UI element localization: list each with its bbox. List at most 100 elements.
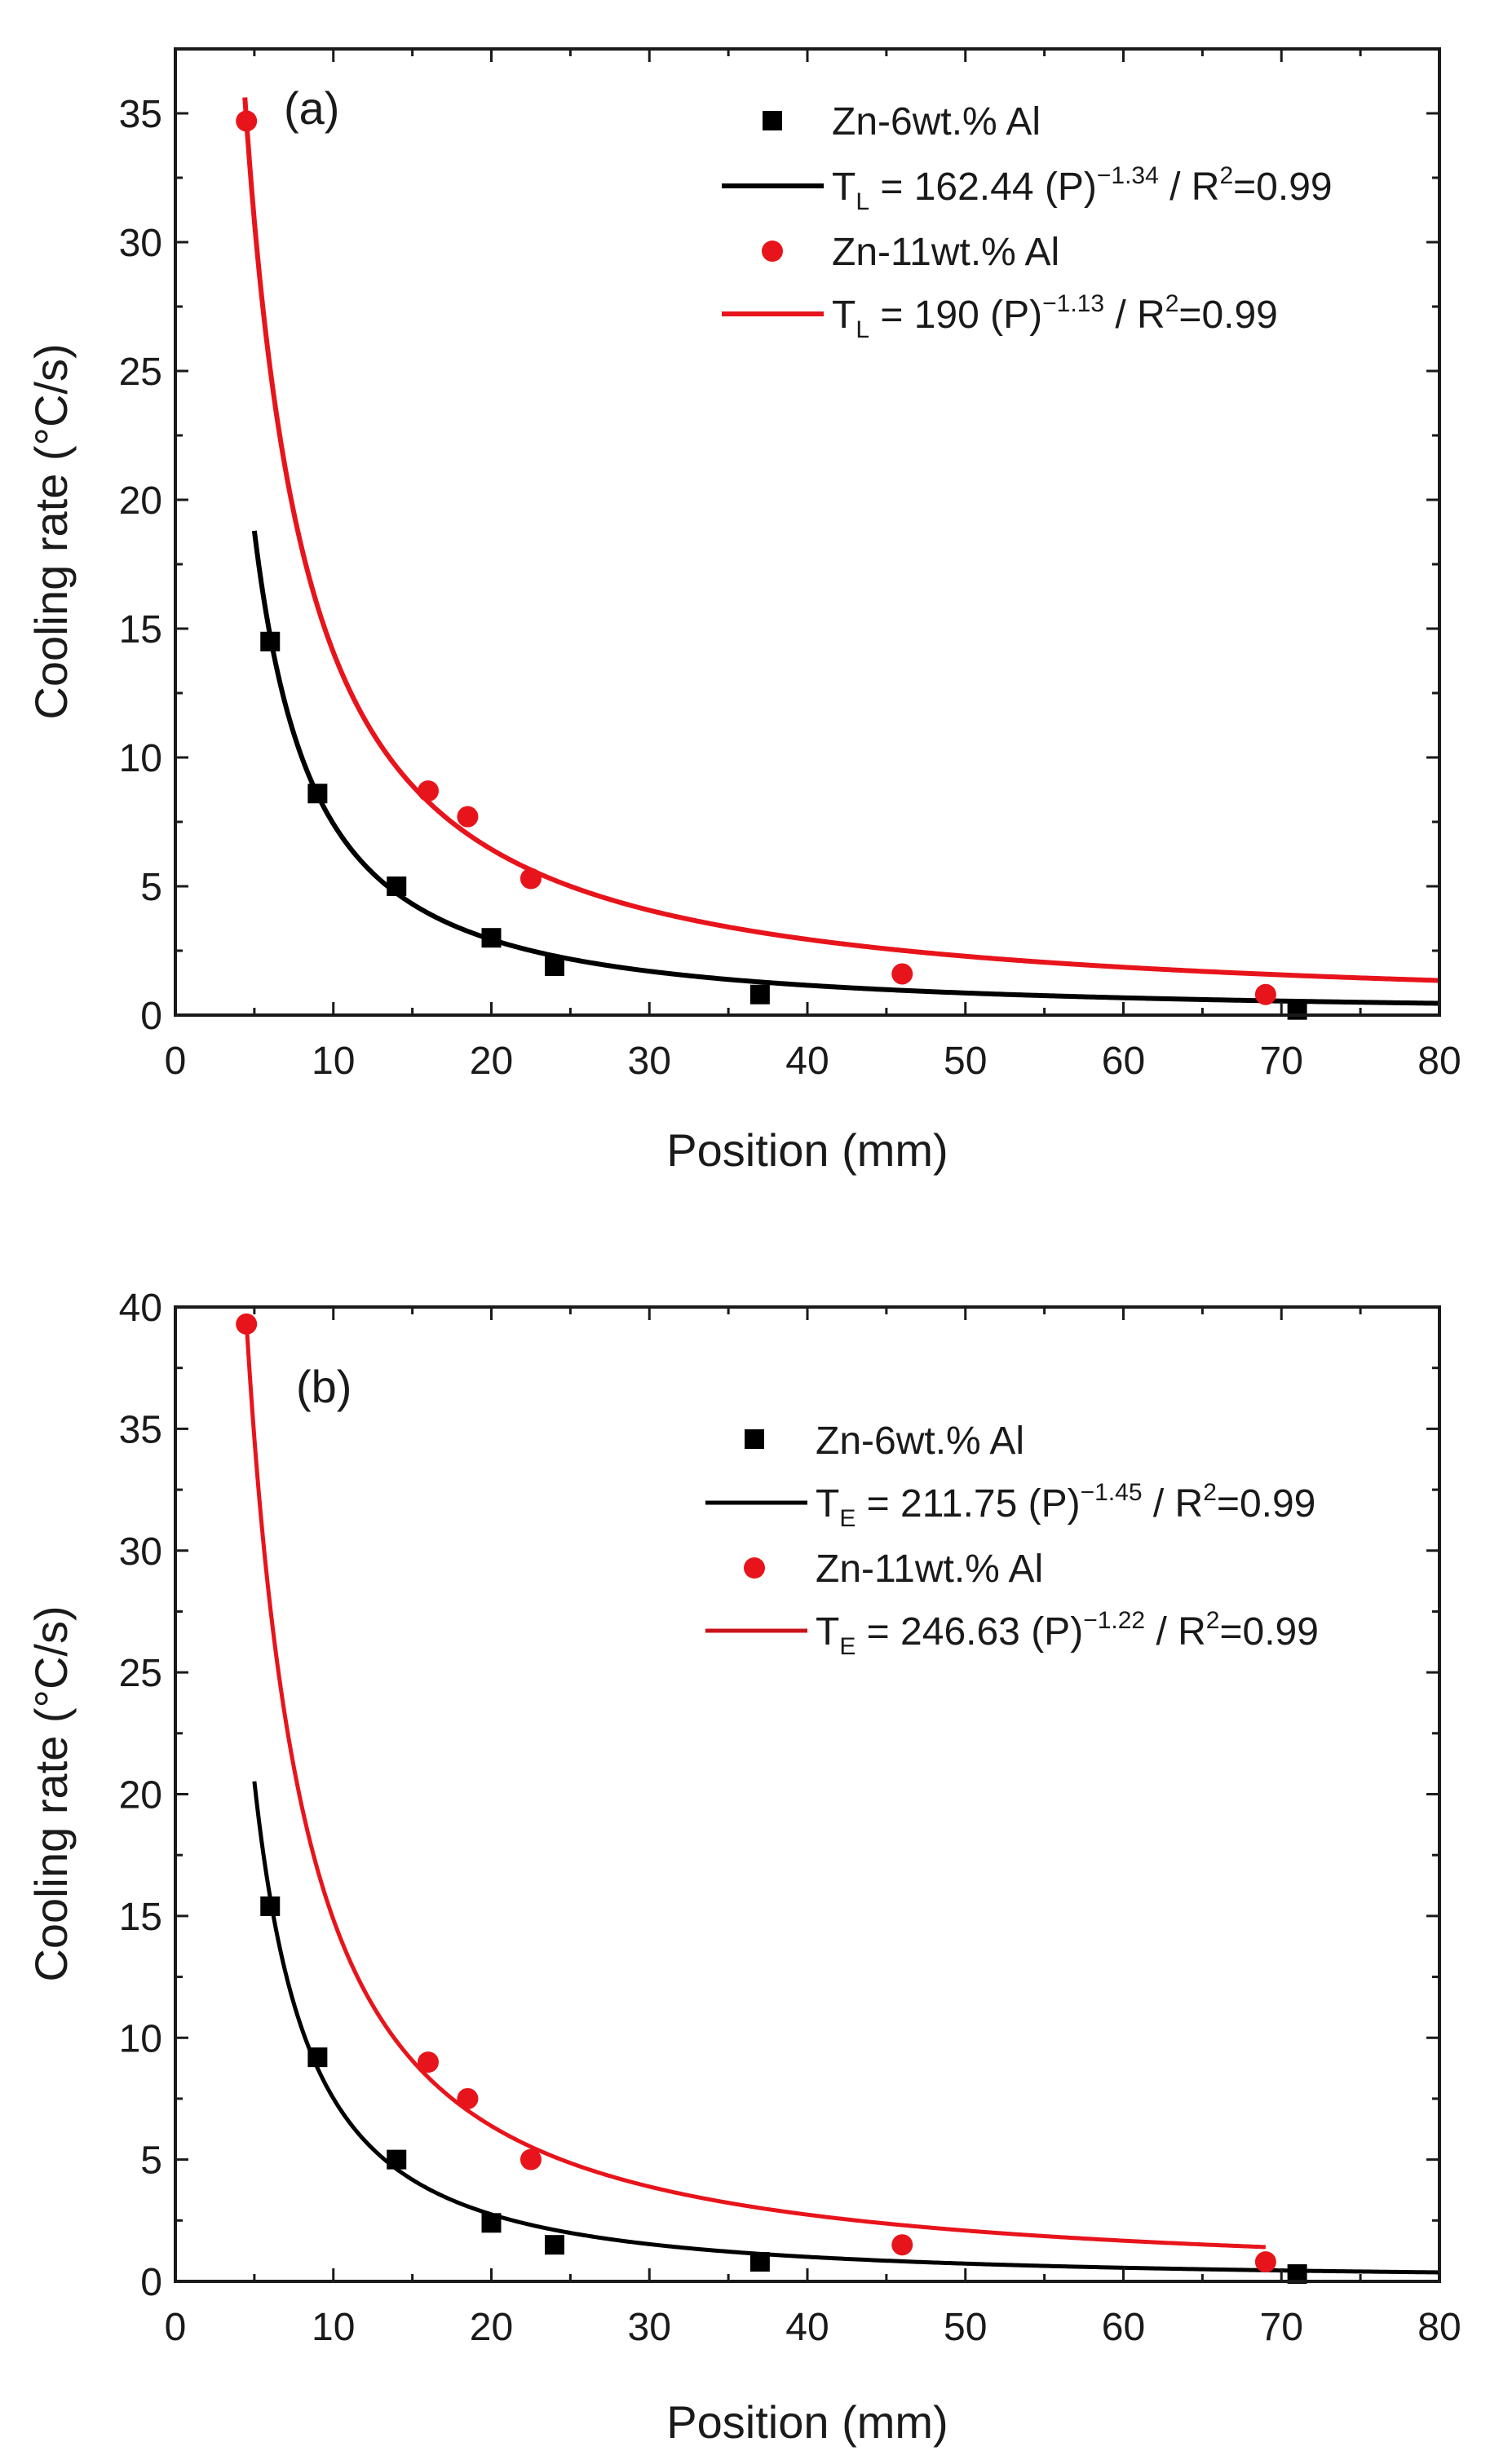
equation-r-squared-exponent: 2 (1165, 290, 1179, 317)
y-axis-label: Cooling rate (°C/s) (25, 1605, 77, 1981)
x-tick-label: 20 (470, 1040, 513, 1083)
y-tick-label: 25 (119, 351, 162, 394)
equation-r-squared-value: =0.99 (1217, 1482, 1315, 1526)
x-tick-label: 70 (1260, 2306, 1303, 2349)
data-point-square (260, 1896, 281, 1916)
data-point-circle (236, 1313, 258, 1335)
y-tick-label: 0 (140, 2261, 162, 2304)
equation-exponent: −1.45 (1081, 1479, 1143, 1506)
equation-r-squared-exponent: 2 (1203, 1479, 1217, 1506)
y-tick-label: 15 (119, 1896, 162, 1939)
legend-square-marker (745, 1429, 764, 1449)
equation-body: = 246.63 (P) (856, 1610, 1083, 1654)
fit-curve (244, 1322, 1266, 2250)
data-point-circle (236, 110, 258, 132)
legend: Zn-6wt.% Al TE = 211.75 (P)−1.45 / R2=0.… (705, 1420, 1319, 1660)
chart-panel-b: 0 10 20 30 40 50 60 70 80 0 5 10 15 20 25 30 35 40 (b) Po… (25, 1287, 1461, 2448)
legend-label: Zn-11wt.% Al (832, 231, 1059, 274)
equation-body: = 211.75 (P) (856, 1482, 1080, 1526)
legend-label: Zn-6wt.% Al (832, 100, 1041, 144)
legend-entry: Zn-11wt.% Al (762, 231, 1059, 274)
legend-fit-equation: TL = 162.44 (P)−1.34 / R2=0.99 (832, 162, 1333, 215)
legend-circle-marker (744, 1557, 765, 1579)
data-point-square (481, 928, 502, 948)
legend-entry: TE = 246.63 (P)−1.22 / R2=0.99 (705, 1607, 1319, 1660)
y-tick-label: 35 (119, 93, 162, 136)
data-point-circle (457, 806, 479, 828)
x-axis-label: Position (mm) (666, 1124, 948, 1176)
y-tick-label: 35 (119, 1408, 162, 1451)
x-tick-label: 40 (785, 2306, 829, 2349)
equation-body: = 190 (P) (869, 294, 1042, 337)
equation-r-squared: / R (1145, 1610, 1206, 1654)
x-tick-label: 10 (312, 1040, 355, 1083)
equation-subscript: L (856, 188, 869, 215)
equation-r-squared-value: =0.99 (1219, 1610, 1318, 1654)
legend-entry: Zn-6wt.% Al (745, 1420, 1024, 1463)
x-tick-label: 60 (1102, 2306, 1145, 2349)
y-tick-label: 20 (119, 1774, 162, 1817)
data-point-square (387, 877, 407, 896)
equation-r-squared: / R (1159, 166, 1220, 209)
legend-entry: TE = 211.75 (P)−1.45 / R2=0.99 (705, 1479, 1315, 1532)
y-axis-label: Cooling rate (°C/s) (25, 343, 77, 719)
equation-variable: T (832, 294, 856, 337)
equation-variable: T (832, 166, 856, 209)
x-tick-label: 50 (944, 2306, 987, 2349)
data-point-square (387, 2149, 407, 2170)
equation-exponent: −1.13 (1042, 290, 1104, 317)
legend-square-marker (763, 111, 782, 130)
equation-r-squared-value: =0.99 (1178, 294, 1277, 337)
plot-content (236, 1313, 1439, 2285)
equation-body: = 162.44 (P) (869, 166, 1097, 209)
x-tick-label: 0 (165, 2306, 187, 2349)
y-tick-label: 10 (119, 2017, 162, 2060)
y-tick-label: 25 (119, 1652, 162, 1695)
data-point-square (545, 956, 564, 976)
x-axis-label: Position (mm) (666, 2396, 948, 2448)
legend-entry: Zn-11wt.% Al (744, 1548, 1043, 1591)
data-point-circle (457, 2087, 479, 2109)
equation-r-squared: / R (1143, 1482, 1204, 1526)
fit-curve (242, 97, 1439, 983)
data-point-square (1287, 1000, 1307, 1020)
y-tick-label: 20 (119, 479, 162, 523)
x-tick-label: 30 (628, 1040, 671, 1083)
x-tick-label: 80 (1417, 2306, 1461, 2349)
equation-exponent: −1.34 (1097, 162, 1159, 189)
legend-entry: TL = 190 (P)−1.13 / R2=0.99 (722, 290, 1278, 343)
y-tick-label: 10 (119, 737, 162, 780)
equation-variable: T (816, 1482, 839, 1526)
x-tick-label: 80 (1417, 1040, 1461, 1083)
data-point-square (307, 784, 328, 804)
y-tick-label: 0 (140, 995, 162, 1038)
data-point-square (545, 2235, 564, 2255)
equation-variable: T (816, 1610, 839, 1654)
equation-r-squared: / R (1104, 294, 1165, 337)
fit-curve (252, 1781, 1439, 2275)
x-tick-label: 30 (628, 2306, 671, 2349)
legend-fit-equation: TE = 211.75 (P)−1.45 / R2=0.99 (816, 1479, 1315, 1532)
legend-label: Zn-11wt.% Al (816, 1548, 1043, 1591)
plot-frame (174, 1305, 1441, 2283)
data-point-circle (520, 2148, 542, 2170)
data-point-circle (891, 2234, 913, 2256)
x-tick-label: 0 (165, 1040, 187, 1083)
y-tick-label: 5 (140, 866, 162, 909)
axis-ticks: 0 10 20 30 40 50 60 70 80 0 5 10 15 20 25 30 35 (119, 47, 1461, 1083)
equation-exponent: −1.22 (1083, 1607, 1145, 1634)
x-tick-label: 60 (1102, 1040, 1145, 1083)
y-tick-label: 40 (119, 1287, 162, 1330)
x-tick-label: 20 (470, 2306, 513, 2349)
legend-fit-equation: TL = 190 (P)−1.13 / R2=0.99 (832, 290, 1278, 343)
legend-entry: Zn-6wt.% Al (763, 100, 1041, 144)
y-tick-label: 15 (119, 608, 162, 651)
panel-label: (b) (296, 1361, 351, 1412)
equation-subscript: E (839, 1505, 856, 1532)
chart-panel-a: 0 10 20 30 40 50 60 70 80 0 5 10 15 20 25 30 35 (a) Posi… (25, 47, 1461, 1176)
legend: Zn-6wt.% Al TL = 162.44 (P)−1.34 / R2=0.… (722, 100, 1333, 343)
equation-r-squared-exponent: 2 (1206, 1607, 1220, 1634)
x-tick-label: 50 (944, 1040, 987, 1083)
legend-label: Zn-6wt.% Al (816, 1420, 1024, 1463)
data-point-square (481, 2213, 502, 2233)
